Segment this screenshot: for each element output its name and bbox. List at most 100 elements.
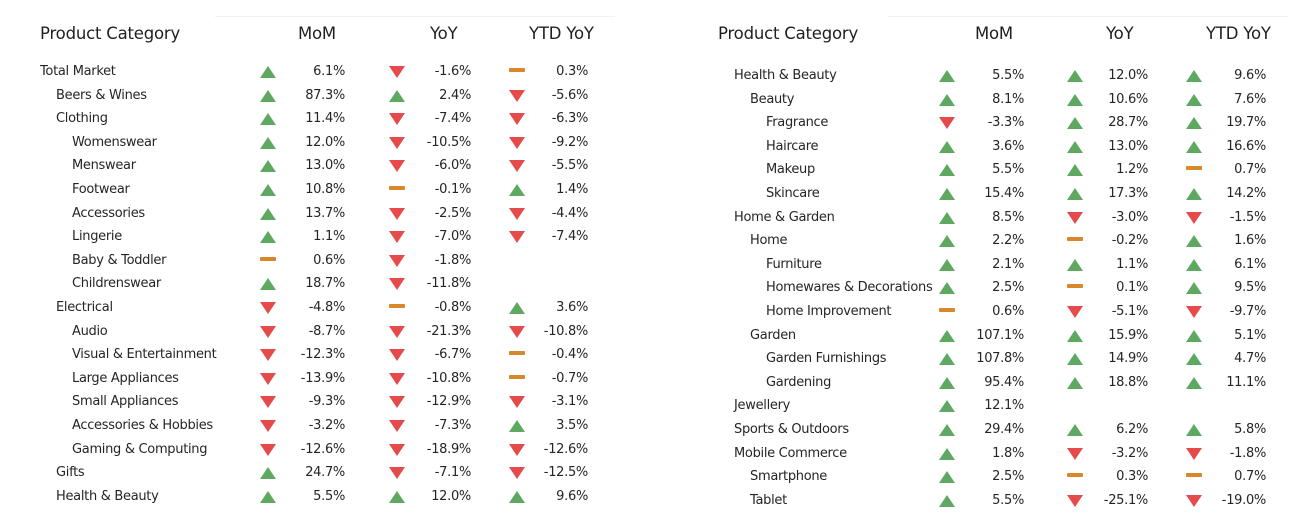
table-row[interactable]: Haircare 3.6% 13.0% 16.6%: [676, 135, 1292, 159]
yoy-value: -7.0%: [434, 229, 472, 245]
down-triangle-icon: [260, 419, 276, 432]
table-row[interactable]: Small Appliances -9.3% -12.9% -3.1%: [0, 390, 620, 414]
up-triangle-icon: [939, 423, 955, 436]
down-triangle-icon: [509, 160, 525, 173]
down-triangle-icon: [389, 349, 405, 362]
down-triangle-icon: [509, 136, 525, 149]
row-label: Homewares & Decorations: [766, 280, 933, 296]
down-triangle-icon: [389, 160, 405, 173]
up-triangle-icon: [1067, 258, 1083, 271]
header-divider: [215, 16, 615, 17]
yoy-value: 6.2%: [1116, 421, 1148, 437]
mom-value: -12.3%: [300, 347, 346, 363]
up-triangle-icon: [1067, 353, 1083, 366]
table-row[interactable]: Childrenswear 18.7% -11.8%: [0, 272, 620, 296]
table-row[interactable]: Garden Furnishings 107.8% 14.9% 4.7%: [676, 347, 1292, 371]
up-triangle-icon: [1186, 329, 1202, 342]
table-row[interactable]: Home & Garden 8.5% -3.0% -1.5%: [676, 206, 1292, 230]
table-row[interactable]: Makeup 5.5% 1.2% 0.7%: [676, 158, 1292, 182]
down-triangle-icon: [389, 372, 405, 385]
down-triangle-icon: [389, 207, 405, 220]
table-row[interactable]: Sports & Outdoors 29.4% 6.2% 5.8%: [676, 418, 1292, 442]
table-row[interactable]: Gifts 24.7% -7.1% -12.5%: [0, 461, 620, 485]
table-row[interactable]: Accessories 13.7% -2.5% -4.4%: [0, 202, 620, 226]
table-row[interactable]: Garden 107.1% 15.9% 5.1%: [676, 324, 1292, 348]
table-row[interactable]: Gardening 95.4% 18.8% 11.1%: [676, 371, 1292, 395]
down-triangle-icon: [389, 325, 405, 338]
header-product-category[interactable]: Product Category: [718, 24, 859, 43]
flat-bar-icon: [509, 374, 525, 379]
table-row[interactable]: Smartphone 2.5% 0.3% 0.7%: [676, 465, 1292, 489]
ytd-value: 5.1%: [1234, 327, 1266, 343]
up-triangle-icon: [1186, 353, 1202, 366]
row-label: Home: [750, 233, 788, 249]
table-row[interactable]: Skincare 15.4% 17.3% 14.2%: [676, 182, 1292, 206]
up-triangle-icon: [1067, 140, 1083, 153]
table-row[interactable]: Lingerie 1.1% -7.0% -7.4%: [0, 225, 620, 249]
down-triangle-icon: [389, 113, 405, 126]
up-triangle-icon: [1186, 376, 1202, 389]
yoy-value: -12.9%: [426, 394, 472, 410]
table-row[interactable]: Total Market 6.1% -1.6% 0.3%: [0, 60, 620, 84]
table-row[interactable]: Large Appliances -13.9% -10.8% -0.7%: [0, 367, 620, 391]
table-row[interactable]: Audio -8.7% -21.3% -10.8%: [0, 320, 620, 344]
table-row[interactable]: Menswear 13.0% -6.0% -5.5%: [0, 154, 620, 178]
table-row[interactable]: Beers & Wines 87.3% 2.4% -5.6%: [0, 84, 620, 108]
yoy-value: -0.1%: [434, 181, 472, 197]
up-triangle-icon: [260, 467, 276, 480]
down-triangle-icon: [389, 136, 405, 149]
up-triangle-icon: [260, 207, 276, 220]
flat-bar-icon: [389, 303, 405, 308]
yoy-value: 15.9%: [1108, 327, 1148, 343]
table-row[interactable]: Electrical -4.8% -0.8% 3.6%: [0, 296, 620, 320]
ytd-value: 7.6%: [1234, 91, 1266, 107]
table-row[interactable]: Jewellery 12.1%: [676, 394, 1292, 418]
mom-value: 12.0%: [305, 134, 345, 150]
row-label: Home Improvement: [766, 303, 892, 319]
table-row[interactable]: Clothing 11.4% -7.4% -6.3%: [0, 107, 620, 131]
table-row[interactable]: Accessories & Hobbies -3.2% -7.3% 3.5%: [0, 414, 620, 438]
mom-value: 5.5%: [313, 488, 345, 504]
down-triangle-icon: [260, 443, 276, 456]
mom-value: -4.8%: [308, 299, 346, 315]
table-row[interactable]: Home Improvement 0.6% -5.1% -9.7%: [676, 300, 1292, 324]
mom-value: -12.6%: [300, 441, 346, 457]
up-triangle-icon: [1067, 164, 1083, 177]
table-row[interactable]: Tablet 5.5% -25.1% -19.0%: [676, 489, 1292, 513]
header-yoy[interactable]: YoY: [430, 24, 458, 43]
up-triangle-icon: [1186, 258, 1202, 271]
header-product-category[interactable]: Product Category: [40, 24, 181, 43]
up-triangle-icon: [260, 89, 276, 102]
table-row[interactable]: Baby & Toddler 0.6% -1.8%: [0, 249, 620, 273]
table-row[interactable]: Home 2.2% -0.2% 1.6%: [676, 229, 1292, 253]
row-label: Jewellery: [734, 398, 791, 414]
mom-value: -13.9%: [300, 370, 346, 386]
down-triangle-icon: [509, 396, 525, 409]
mom-value: 2.5%: [992, 280, 1024, 296]
table-row[interactable]: Furniture 2.1% 1.1% 6.1%: [676, 253, 1292, 277]
row-label: Visual & Entertainment: [72, 347, 217, 363]
header-ytd-yoy[interactable]: YTD YoY: [1206, 24, 1271, 43]
table-row[interactable]: Health & Beauty 5.5% 12.0% 9.6%: [0, 485, 620, 509]
table-row[interactable]: Beauty 8.1% 10.6% 7.6%: [676, 88, 1292, 112]
flat-bar-icon: [939, 307, 955, 312]
header-yoy[interactable]: YoY: [1106, 24, 1134, 43]
header-mom[interactable]: MoM: [975, 24, 1013, 43]
table-row[interactable]: Visual & Entertainment -12.3% -6.7% -0.4%: [0, 343, 620, 367]
mom-value: 24.7%: [305, 465, 345, 481]
ytd-value: 5.8%: [1234, 421, 1266, 437]
row-label: Makeup: [766, 162, 815, 178]
down-triangle-icon: [260, 301, 276, 314]
header-mom[interactable]: MoM: [298, 24, 336, 43]
table-row[interactable]: Footwear 10.8% -0.1% 1.4%: [0, 178, 620, 202]
mom-value: 87.3%: [305, 87, 345, 103]
table-row[interactable]: Womenswear 12.0% -10.5% -9.2%: [0, 131, 620, 155]
table-row[interactable]: Fragrance -3.3% 28.7% 19.7%: [676, 111, 1292, 135]
ytd-value: -9.7%: [1229, 303, 1267, 319]
table-row[interactable]: Health & Beauty 5.5% 12.0% 9.6%: [676, 64, 1292, 88]
table-row[interactable]: Homewares & Decorations 2.5% 0.1% 9.5%: [676, 276, 1292, 300]
table-row[interactable]: Gaming & Computing -12.6% -18.9% -12.6%: [0, 438, 620, 462]
header-ytd-yoy[interactable]: YTD YoY: [529, 24, 594, 43]
ytd-value: 3.5%: [556, 417, 588, 433]
table-row[interactable]: Mobile Commerce 1.8% -3.2% -1.8%: [676, 442, 1292, 466]
